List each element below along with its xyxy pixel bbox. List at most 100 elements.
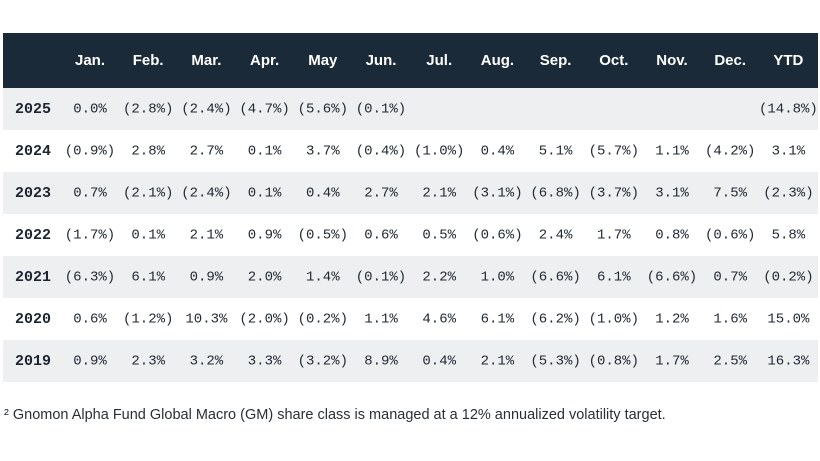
- cell-value: 0.6%: [364, 228, 398, 244]
- cell-value: 1.7%: [597, 228, 631, 244]
- cell-value: (0.5%): [298, 228, 348, 244]
- cell-value: (6.3%): [65, 270, 115, 286]
- row-year: 2023: [15, 185, 51, 202]
- cell-value: (5.7%): [589, 144, 639, 160]
- cell-value: (6.6%): [647, 270, 697, 286]
- cell-value: (2.3%): [763, 186, 813, 202]
- cell-value: (0.6%): [472, 228, 522, 244]
- cell-value: 0.1%: [248, 144, 282, 160]
- column-header: Apr.: [250, 52, 279, 69]
- column-header: Jul.: [426, 52, 452, 69]
- cell-value: 1.7%: [655, 354, 689, 370]
- cell-value: (1.0%): [414, 144, 464, 160]
- row-year: 2021: [15, 269, 51, 286]
- cell-value: (2.4%): [181, 102, 231, 118]
- cell-value: 6.1%: [131, 270, 165, 286]
- cell-value: 0.4%: [306, 186, 340, 202]
- table: Jan. Feb. Mar. Apr. May Jun. Jul. Aug. Sep. Oct. N…: [3, 52, 818, 382]
- cell-value: 5.1%: [539, 144, 573, 160]
- cell-value: (0.1%): [356, 102, 406, 118]
- cell-value: 4.6%: [422, 312, 456, 328]
- cell-value: 1.6%: [713, 312, 747, 328]
- cell-value: 2.8%: [131, 144, 165, 160]
- cell-value: (0.1%): [356, 270, 406, 286]
- cell-value: 8.9%: [364, 354, 398, 370]
- row-band: [3, 214, 818, 256]
- column-header: Jun.: [366, 52, 397, 69]
- cell-value: 0.0%: [73, 102, 107, 118]
- cell-value: 0.9%: [73, 354, 107, 370]
- cell-value: 1.1%: [655, 144, 689, 160]
- cell-value: 0.9%: [248, 228, 282, 244]
- cell-value: 3.3%: [248, 354, 282, 370]
- cell-value: 2.1%: [481, 354, 515, 370]
- cell-value: (5.3%): [530, 354, 580, 370]
- cell-value: 10.3%: [185, 312, 228, 328]
- cell-value: 0.6%: [73, 312, 107, 328]
- cell-value: 2.2%: [422, 270, 456, 286]
- cell-value: (14.8%): [759, 102, 818, 118]
- cell-value: (0.8%): [589, 354, 639, 370]
- cell-value: (6.8%): [530, 186, 580, 202]
- column-header: Dec.: [714, 52, 746, 69]
- footnote: ² Gnomon Alpha Fund Global Macro (GM) sh…: [4, 407, 666, 423]
- cell-value: 2.0%: [248, 270, 282, 286]
- cell-value: (6.2%): [530, 312, 580, 328]
- cell-value: 15.0%: [767, 312, 810, 328]
- cell-value: (2.1%): [123, 186, 173, 202]
- cell-value: (1.2%): [123, 312, 173, 328]
- cell-value: (0.2%): [298, 312, 348, 328]
- cell-value: (4.7%): [239, 102, 289, 118]
- cell-value: (1.0%): [589, 312, 639, 328]
- column-header: YTD: [773, 52, 803, 69]
- cell-value: 0.7%: [73, 186, 107, 202]
- cell-value: 0.1%: [131, 228, 165, 244]
- cell-value: 7.5%: [713, 186, 747, 202]
- cell-value: 1.4%: [306, 270, 340, 286]
- column-header: Feb.: [133, 52, 164, 69]
- cell-value: 2.4%: [539, 228, 573, 244]
- header-band: [3, 33, 818, 88]
- row-year: 2020: [15, 311, 51, 328]
- cell-value: 3.1%: [655, 186, 689, 202]
- cell-value: 0.8%: [655, 228, 689, 244]
- cell-value: (6.6%): [530, 270, 580, 286]
- cell-value: 2.7%: [190, 144, 224, 160]
- column-header: Oct.: [599, 52, 628, 69]
- cell-value: 2.3%: [131, 354, 165, 370]
- cell-value: 3.7%: [306, 144, 340, 160]
- cell-value: (1.7%): [65, 228, 115, 244]
- cell-value: 0.9%: [190, 270, 224, 286]
- column-header: Sep.: [540, 52, 572, 69]
- cell-value: 2.5%: [713, 354, 747, 370]
- row-year: 2025: [15, 101, 51, 118]
- cell-value: (3.1%): [472, 186, 522, 202]
- cell-value: 2.1%: [422, 186, 456, 202]
- cell-value: (0.6%): [705, 228, 755, 244]
- row-band: [3, 256, 818, 298]
- cell-value: (0.9%): [65, 144, 115, 160]
- cell-value: 16.3%: [767, 354, 810, 370]
- cell-value: 6.1%: [597, 270, 631, 286]
- cell-value: (2.4%): [181, 186, 231, 202]
- column-header: May: [308, 52, 338, 69]
- column-header: Nov.: [656, 52, 687, 69]
- cell-value: 6.1%: [481, 312, 515, 328]
- cell-value: (4.2%): [705, 144, 755, 160]
- cell-value: (0.2%): [763, 270, 813, 286]
- column-header: Mar.: [191, 52, 221, 69]
- cell-value: 0.7%: [713, 270, 747, 286]
- cell-value: 1.2%: [655, 312, 689, 328]
- cell-value: 0.5%: [422, 228, 456, 244]
- cell-value: 2.7%: [364, 186, 398, 202]
- cell-value: (2.0%): [239, 312, 289, 328]
- cell-value: 3.2%: [190, 354, 224, 370]
- row-band: [3, 88, 818, 130]
- cell-value: (3.7%): [589, 186, 639, 202]
- cell-value: 1.1%: [364, 312, 398, 328]
- row-band: [3, 340, 818, 382]
- cell-value: 3.1%: [772, 144, 806, 160]
- cell-value: 5.8%: [772, 228, 806, 244]
- column-header: Aug.: [481, 52, 514, 69]
